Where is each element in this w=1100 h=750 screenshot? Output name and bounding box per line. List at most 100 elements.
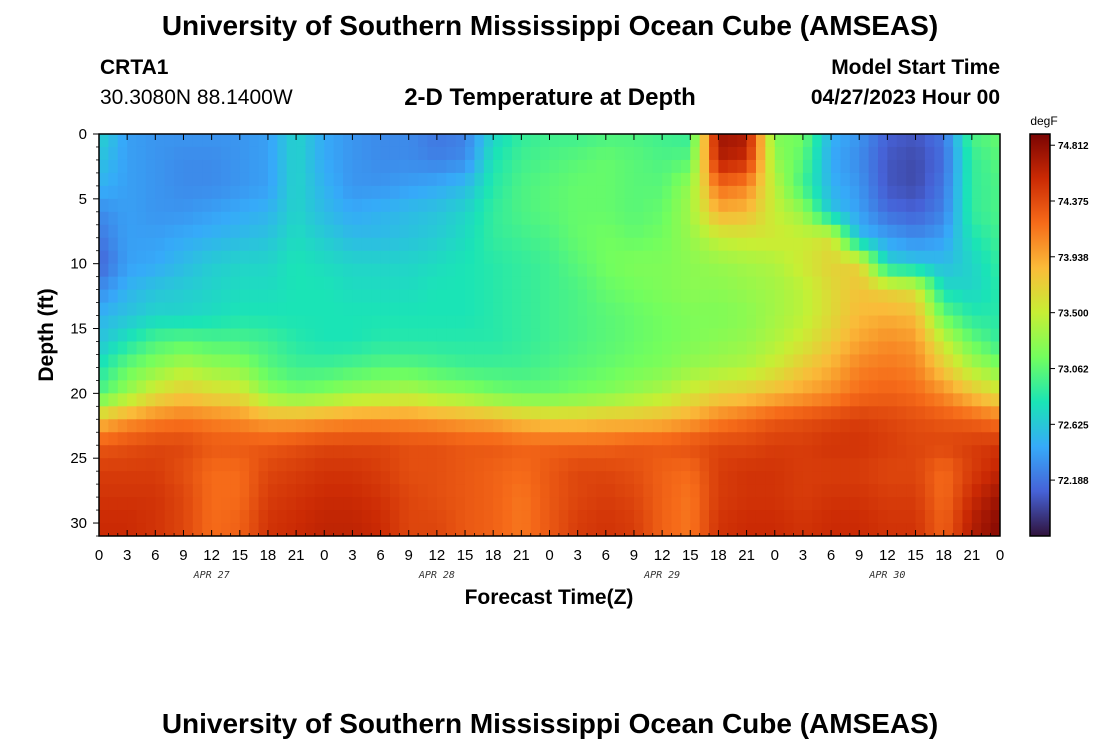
heatmap-cell [399, 263, 410, 278]
heatmap-cell [981, 432, 992, 446]
heatmap-cell [587, 523, 598, 536]
heatmap-cell [380, 315, 391, 330]
heatmap-cell [465, 484, 476, 498]
heatmap-cell [934, 159, 945, 174]
heatmap-cell [671, 159, 682, 174]
heatmap-cell [577, 328, 588, 343]
heatmap-cell [755, 328, 766, 343]
heatmap-cell [239, 159, 250, 174]
heatmap-cell [990, 250, 1000, 265]
heatmap-cell [971, 523, 982, 536]
heatmap-cell [483, 445, 494, 459]
heatmap-cell [436, 159, 447, 174]
heatmap-cell [108, 276, 119, 291]
heatmap-cell [953, 419, 964, 433]
heatmap-cell [427, 198, 438, 213]
heatmap-cell [962, 211, 973, 226]
heatmap-cell [727, 510, 738, 524]
heatmap-cell [887, 523, 898, 536]
heatmap-cell [183, 289, 194, 304]
heatmap-cell [924, 263, 935, 278]
heatmap-cell [568, 211, 579, 226]
heatmap-cell [305, 250, 316, 265]
heatmap-cell [765, 341, 776, 356]
heatmap-cell [784, 367, 795, 381]
heatmap-cell [418, 510, 429, 524]
heatmap-cell [249, 237, 260, 252]
heatmap-cell [596, 237, 607, 252]
heatmap-cell [596, 393, 607, 407]
heatmap-cell [924, 224, 935, 239]
heatmap-cell [652, 510, 663, 524]
heatmap-cell [493, 315, 504, 330]
heatmap-cell [192, 172, 203, 187]
heatmap-cell [136, 315, 147, 330]
heatmap-cell [662, 211, 673, 226]
heatmap-cell [99, 510, 109, 524]
heatmap-cell [324, 172, 335, 187]
heatmap-cell [887, 134, 898, 148]
heatmap-cell [352, 159, 363, 174]
heatmap-cell [465, 458, 476, 472]
heatmap-cell [117, 380, 128, 394]
heatmap-cell [540, 185, 551, 200]
heatmap-cell [709, 315, 720, 330]
heatmap-cell [446, 211, 457, 226]
heatmap-cell [380, 237, 391, 252]
heatmap-cell [990, 445, 1000, 459]
heatmap-cell [258, 198, 269, 213]
heatmap-cell [493, 432, 504, 446]
heatmap-cell [793, 406, 804, 420]
heatmap-cell [737, 172, 748, 187]
heatmap-cell [145, 354, 156, 369]
heatmap-cell [924, 458, 935, 472]
heatmap-cell [474, 211, 485, 226]
heatmap-cell [633, 458, 644, 472]
heatmap-cell [765, 523, 776, 536]
heatmap-cell [680, 198, 691, 213]
heatmap-cell [924, 354, 935, 369]
heatmap-cell [296, 354, 307, 369]
heatmap-cell [577, 523, 588, 536]
heatmap-cell [540, 445, 551, 459]
heatmap-cell [849, 302, 860, 317]
heatmap-cell [934, 497, 945, 511]
heatmap-cell [211, 289, 222, 304]
heatmap-cell [511, 510, 522, 524]
heatmap-cell [896, 471, 907, 485]
heatmap-cell [408, 393, 419, 407]
heatmap-cell [943, 471, 954, 485]
heatmap-cell [990, 185, 1000, 200]
heatmap-cell [277, 432, 288, 446]
heatmap-cell [896, 185, 907, 200]
heatmap-cell [164, 315, 175, 330]
heatmap-cell [249, 419, 260, 433]
heatmap-cell [530, 510, 541, 524]
heatmap-cell [953, 250, 964, 265]
heatmap-cell [568, 159, 579, 174]
heatmap-cell [915, 432, 926, 446]
heatmap-cell [183, 250, 194, 265]
heatmap-cell [624, 497, 635, 511]
heatmap-cell [418, 354, 429, 369]
heatmap-cell [868, 497, 879, 511]
heatmap-cell [934, 172, 945, 187]
date-labels: APR 27 APR 28 APR 29 APR 30 [193, 570, 906, 581]
heatmap-cell [765, 393, 776, 407]
heatmap-cell [765, 185, 776, 200]
heatmap-cell [652, 237, 663, 252]
heatmap-cell [755, 419, 766, 433]
heatmap-cell [662, 302, 673, 317]
heatmap-cell [615, 198, 626, 213]
heatmap-cell [540, 159, 551, 174]
heatmap-cell [877, 419, 888, 433]
heatmap-cell [643, 159, 654, 174]
heatmap-cell [671, 406, 682, 420]
heatmap-cell [436, 497, 447, 511]
heatmap-cell [802, 315, 813, 330]
heatmap-cell [277, 289, 288, 304]
heatmap-cell [108, 419, 119, 433]
heatmap-cell [249, 172, 260, 187]
heatmap-cell [455, 224, 466, 239]
heatmap-cell [211, 380, 222, 394]
